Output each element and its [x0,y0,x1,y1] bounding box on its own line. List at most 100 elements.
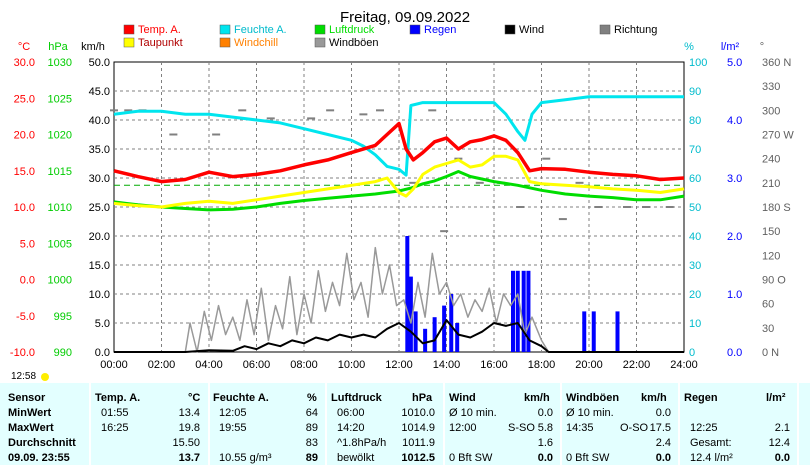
legend-label: Windböen [329,37,379,49]
rain-bar [432,317,437,352]
x-axis-labels: 00:00 02:00 04:00 06:00 08:00 10:00 12:00 14:00… [100,359,698,368]
stats-row-label: MaxWert [8,422,54,434]
legend-swatch [314,37,326,48]
rain-bar [408,276,413,352]
series-line-windb-en [114,246,684,353]
direction-tick-label: 120 [762,250,780,262]
pressure-tick-label: 1020 [48,130,72,142]
legend-label: Luftdruck [329,24,375,36]
stats-humidity-time: 19:55 [219,422,247,434]
series-line-wind [114,319,684,353]
x-tick-label: 12:00 [385,359,413,368]
wind-tick-label: 20.0 [89,231,110,243]
wind-tick-label: 5.0 [95,318,110,330]
direction-point [359,113,368,116]
temp-tick-label: 30.0 [14,57,35,69]
humidity-tick-label: 20 [689,289,701,301]
x-tick-label: 20:00 [575,359,603,368]
rain-tick-label: 3.0 [727,173,742,185]
direction-point [440,230,449,233]
temp-tick-label: 5.0 [20,238,35,250]
pressure-tick-label: 1010 [48,202,72,214]
stats-wind-time: 0 Bft SW [449,452,493,464]
direction-point [665,206,674,208]
grid [114,62,684,352]
stats-header-pressure: Luftdruck [331,392,382,404]
stats-pressure-time: ^1.8hPa/h [337,437,387,449]
statistics-table: Sensor Temp. A. °C Feuchte A. % Luftdruc… [0,383,810,465]
stats-header-pressure-unit: hPa [412,392,433,404]
stats-header-gust-unit: km/h [641,392,667,404]
series-line-taupunkt [113,154,685,209]
x-tick-label: 18:00 [528,359,556,368]
humidity-tick-label: 30 [689,260,701,272]
stats-pressure-value: 1010.0 [401,407,435,419]
wind-tick-label: 45.0 [89,86,110,98]
stats-gust-time: 14:35 [566,422,594,434]
current-time-label: 12:58 [11,371,37,382]
stats-wind-value: 0.0 [537,407,553,419]
stats-temp-time: 16:25 [101,422,129,434]
humidity-tick-label: 80 [689,115,701,127]
stats-wind-direction: S-SO [508,422,535,434]
stats-pressure-value: 1014.9 [401,422,435,434]
axes: 30.025.020.015.010.05.00.0-5.0-10.010301… [10,57,794,359]
temp-tick-label: -5.0 [16,311,35,323]
weather-chart: Freitag, 09.09.2022 Temp. A. Feuchte A. Lu… [10,9,794,368]
wind-tick-label: 30.0 [89,173,110,185]
stats-humidity-value: 89 [305,422,318,434]
direction-point [409,181,418,184]
legend-swatch [123,37,135,48]
humidity-axis-unit: % [684,41,694,53]
direction-tick-label: 90 O [762,275,786,287]
legend-label: Wind [519,24,544,36]
direction-tick-label: 180 S [762,202,791,214]
legend-swatch [409,24,421,35]
x-tick-label: 02:00 [148,359,176,368]
direction-point [169,133,178,136]
stats-header-humidity: Feuchte A. [213,392,269,404]
stats-header-temp: Temp. A. [95,392,141,404]
pressure-tick-label: 990 [54,347,72,359]
rain-axis-unit: l/m² [721,41,740,53]
stats-rain-time: 12.4 l/m² [690,452,733,464]
wind-axis-unit: km/h [81,41,105,53]
x-tick-label: 10:00 [338,359,366,368]
rain-bar [521,270,526,352]
legend: Temp. A. Feuchte A. Luftdruck Regen Wind Rich… [123,24,657,49]
temp-tick-label: 25.0 [14,93,35,105]
temp-tick-label: -10.0 [10,347,35,359]
stats-gust-value: 0.0 [655,452,671,464]
rain-tick-label: 2.0 [727,231,742,243]
direction-tick-label: 300 [762,105,780,117]
direction-tick-label: 60 [762,299,774,311]
direction-tick-label: 210 [762,178,780,190]
direction-point [238,109,247,112]
stats-gust-time: Ø 10 min. [566,407,614,419]
wind-tick-label: 35.0 [89,144,110,156]
stats-header-wind: Wind [449,392,476,404]
direction-axis-unit: ° [760,41,764,53]
legend-label: Regen [424,24,456,36]
x-tick-label: 22:00 [623,359,651,368]
temp-tick-label: 0.0 [20,275,35,287]
x-tick-label: 00:00 [100,359,128,368]
direction-point [594,206,603,208]
humidity-tick-label: 90 [689,86,701,98]
stats-header-wind-unit: km/h [524,392,550,404]
stats-temp-value: 19.8 [178,422,200,434]
pressure-tick-label: 1025 [48,93,72,105]
rain-tick-label: 4.0 [727,115,742,127]
legend-label: Windchill [234,37,278,49]
wind-tick-label: 0.0 [95,347,110,359]
stats-row-label: Durchschnitt [8,437,76,449]
stats-wind-value: 5.8 [537,422,553,434]
stats-pressure-time: bewölkt [337,452,375,464]
x-tick-label: 14:00 [433,359,461,368]
wind-tick-label: 40.0 [89,115,110,127]
rain-bar [511,270,515,352]
series-line-temp-a [113,121,685,184]
direction-point [266,117,275,120]
x-tick-label: 08:00 [290,359,318,368]
rain-bar [423,328,428,352]
